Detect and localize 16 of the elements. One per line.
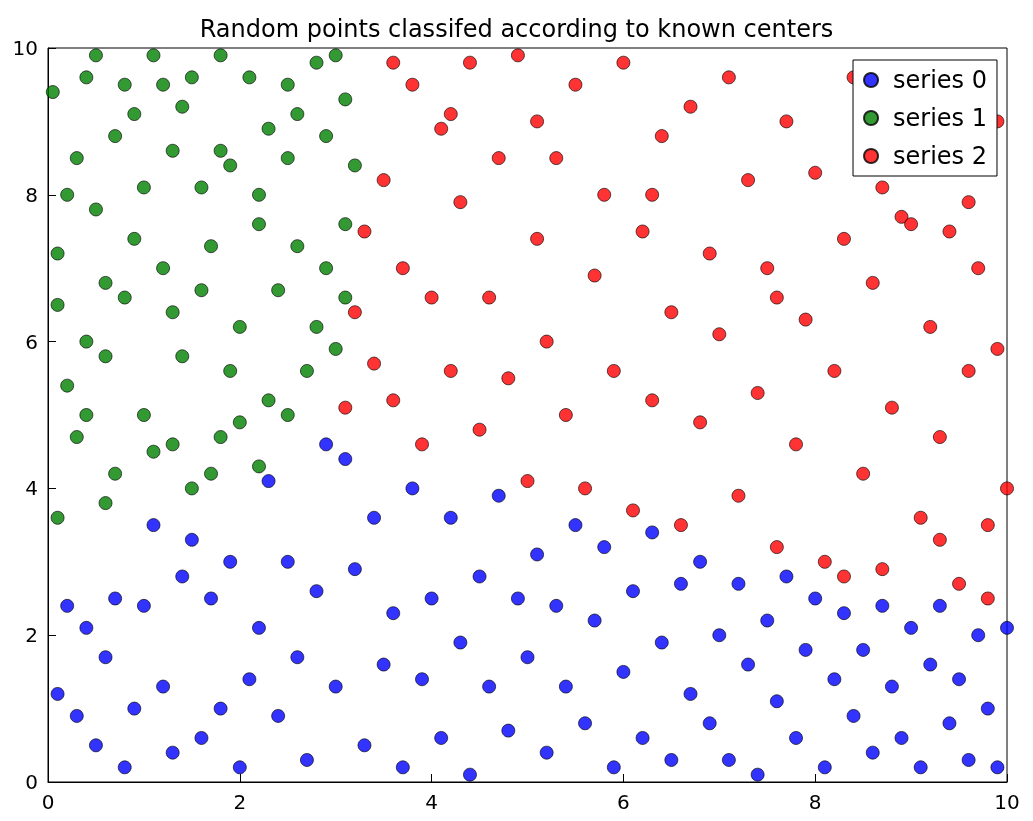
x-tick-label: 8	[808, 790, 822, 814]
y-tick-label: 4	[25, 476, 38, 501]
x-tick-label: 0	[41, 790, 55, 814]
y-tick-label: 2	[25, 623, 38, 648]
y-tick-label: 0	[25, 770, 38, 794]
x-tick-label: 10	[994, 790, 1020, 814]
x-tick-label: 2	[233, 790, 247, 814]
x-tick-label: 6	[617, 790, 630, 814]
legend-label: series 0	[893, 66, 988, 94]
legend-label: series 2	[893, 142, 988, 170]
legend-label: series 1	[893, 104, 988, 132]
chart-title: Random points classifed according to known centers	[199, 15, 834, 43]
y-tick-label: 10	[12, 36, 38, 60]
y-tick-label: 8	[25, 182, 38, 207]
x-tick-label: 4	[425, 790, 438, 814]
y-tick-label: 6	[25, 329, 38, 354]
